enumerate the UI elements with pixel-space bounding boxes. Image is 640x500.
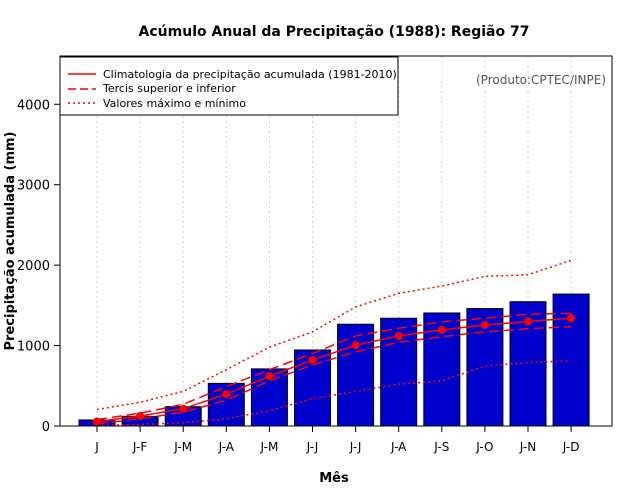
x-tick-label: J-N bbox=[519, 440, 536, 454]
x-tick-label: J-D bbox=[562, 440, 580, 454]
x-axis: J J-F J-M J-A J-M J-J J-J J-A J-S J-O J-N J-D bbox=[94, 426, 579, 454]
climatology-point bbox=[179, 404, 188, 413]
legend-label-terciles: Tercis superior e inferior bbox=[102, 82, 236, 95]
x-tick-label: J-A bbox=[390, 440, 407, 454]
series-line bbox=[96, 325, 572, 425]
climatology-point bbox=[351, 341, 360, 350]
legend-label-climatology: Climatologia da precipitação acumulada (… bbox=[103, 68, 397, 81]
series-line bbox=[96, 312, 572, 421]
legend: Climatologia da precipitação acumulada (… bbox=[59, 56, 399, 116]
y-tick-label: 3000 bbox=[17, 179, 50, 194]
grid bbox=[96, 56, 572, 426]
climatology-point bbox=[308, 356, 317, 365]
x-tick-label: J-J bbox=[349, 440, 362, 454]
x-tick-label: J-O bbox=[475, 440, 493, 454]
y-tick-label: 4000 bbox=[17, 98, 50, 113]
climatology-point bbox=[567, 314, 576, 323]
chart-title: Acúmulo Anual da Precipitação (1988): Re… bbox=[139, 24, 530, 40]
bar bbox=[552, 293, 590, 427]
x-axis-title: Mês bbox=[319, 471, 349, 486]
y-axis: 0 1000 2000 3000 4000 bbox=[17, 98, 60, 435]
climatology-point bbox=[265, 372, 274, 381]
bar bbox=[337, 323, 375, 427]
series-line bbox=[96, 259, 572, 411]
climatology-point bbox=[480, 321, 489, 330]
y-tick-label: 0 bbox=[42, 420, 50, 435]
y-axis-title: Precipitação acumulada (mm) bbox=[3, 132, 18, 351]
x-tick-label: J-S bbox=[433, 440, 449, 454]
x-tick-label: J bbox=[94, 440, 99, 454]
climatology-point bbox=[437, 325, 446, 334]
bars bbox=[78, 293, 590, 427]
climatology-point bbox=[524, 317, 532, 326]
x-tick-label: J-F bbox=[132, 440, 147, 454]
climatology-point bbox=[222, 390, 231, 399]
series-line bbox=[96, 317, 572, 423]
x-tick-label: J-A bbox=[218, 440, 235, 454]
legend-label-extremes: Valores máximo e mínimo bbox=[103, 97, 246, 110]
legend-box bbox=[59, 56, 399, 116]
y-tick-label: 2000 bbox=[17, 259, 50, 274]
plot-frame bbox=[59, 55, 613, 427]
climatology-point bbox=[394, 331, 403, 340]
x-tick-label: J-M bbox=[260, 440, 279, 454]
x-tick-label: J-M bbox=[173, 440, 192, 454]
lines bbox=[93, 259, 576, 427]
y-tick-label: 1000 bbox=[17, 340, 50, 355]
x-tick-label: J-J bbox=[306, 440, 319, 454]
source-note: (Produto:CPTEC/INPE) bbox=[476, 73, 606, 87]
series-line bbox=[96, 360, 572, 427]
